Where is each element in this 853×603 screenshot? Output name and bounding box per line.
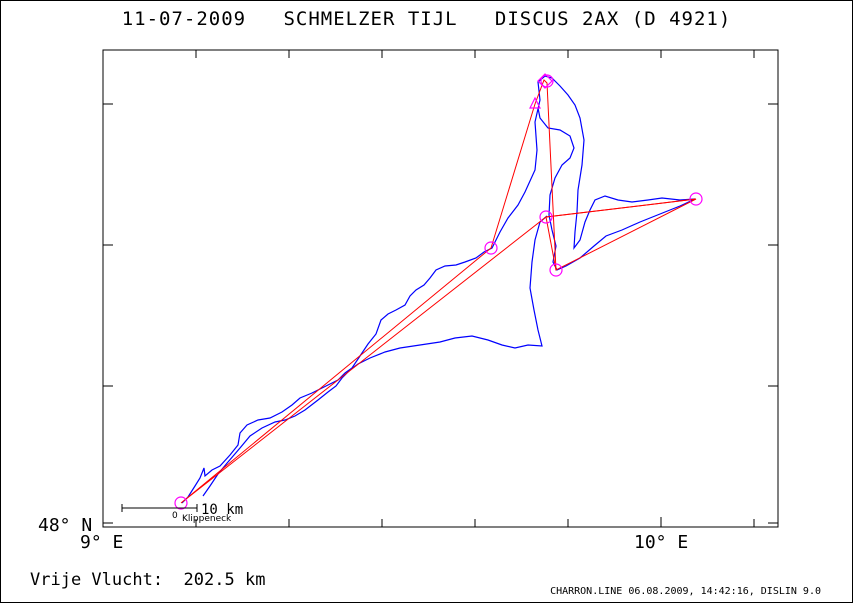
scale-bar-zero: 0 [172, 511, 178, 521]
longitude-label-right: 10° E [634, 532, 689, 553]
turnpoint-start-marker [174, 496, 188, 510]
turnpoint-marker [689, 192, 703, 206]
longitude-label-left: 9° E [80, 532, 124, 553]
glider-name: DISCUS 2AX (D 4921) [494, 8, 732, 30]
turnpoint-marker [484, 241, 498, 255]
gps-track-2 [537, 107, 696, 271]
turnpoint-marker [540, 74, 554, 88]
flight-date: 11-07-2009 [121, 8, 247, 30]
gps-track [181, 75, 696, 504]
scale-bar [121, 504, 198, 512]
flight-title: 11-07-2009 SCHMELZER TIJL DISCUS 2AX (D … [0, 8, 853, 30]
start-place-label: Klippeneck [182, 514, 232, 524]
pilot-name: SCHMELZER TIJL [283, 8, 458, 30]
diamond-marker [537, 73, 553, 89]
distance-summary: Vrije Vlucht: 202.5 km [30, 570, 265, 590]
triangle-marker [529, 96, 541, 109]
x-ticks [102, 50, 755, 527]
distance-value: 202.5 km [183, 570, 266, 590]
turnpoint-marker [539, 210, 553, 224]
producer-info: CHARRON.LINE 06.08.2009, 14:42:16, DISLI… [550, 586, 821, 597]
turnpoints [174, 73, 703, 510]
distance-label: Vrije Vlucht: [30, 570, 164, 590]
turnpoint-marker [549, 263, 563, 277]
scale-bar-label: 10 km [201, 502, 243, 518]
y-ticks [103, 103, 778, 524]
latitude-label: 48° N [38, 515, 93, 536]
plot-frame [102, 49, 779, 528]
gps-track-3 [202, 215, 548, 497]
task-lines [180, 79, 697, 504]
